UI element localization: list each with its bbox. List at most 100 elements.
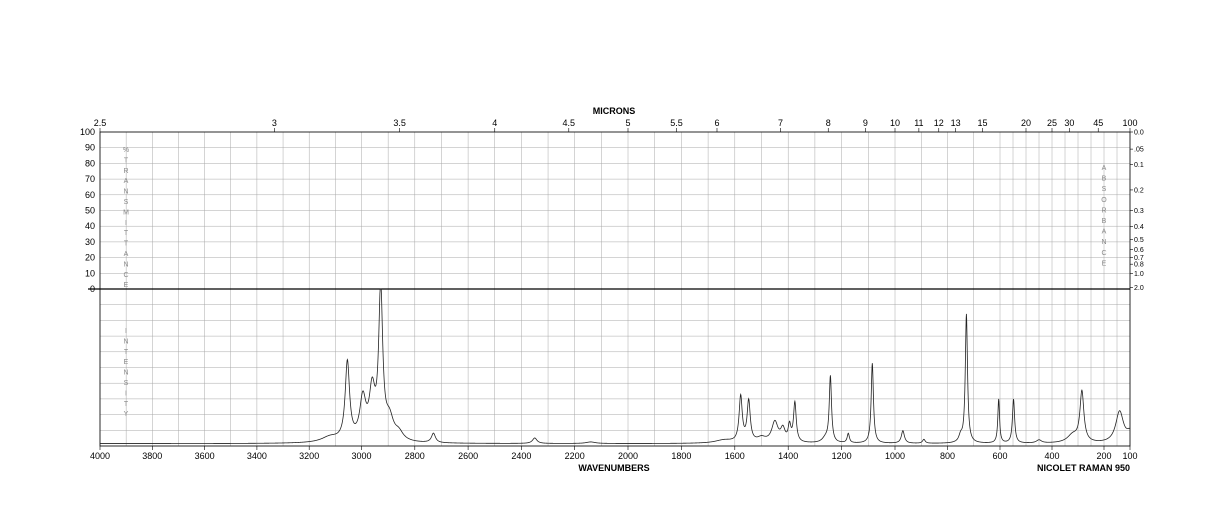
micron-tick-label: 13 [951, 118, 961, 128]
absorbance-side-label: A [1102, 165, 1107, 172]
y-tick-label: 80 [85, 158, 95, 168]
absorbance-side-label: R [1101, 207, 1106, 214]
intensity-side-label: T [124, 349, 129, 356]
absorbance-side-label: O [1101, 197, 1107, 204]
x-tick-label: 800 [940, 451, 955, 461]
x-axis-title: WAVENUMBERS [578, 463, 649, 473]
x-tick-label: 3600 [195, 451, 215, 461]
transmittance-side-label: A [124, 251, 129, 258]
micron-tick-label: 30 [1064, 118, 1074, 128]
micron-tick-label: 8 [826, 118, 831, 128]
absorbance-side-label: E [1102, 260, 1107, 267]
x-tick-label: 400 [1044, 451, 1059, 461]
x-tick-label: 2200 [565, 451, 585, 461]
tick-labels: 4000 3800 3600 3400 3200 3000 2800 2600 2400 2200… [80, 118, 1144, 461]
micron-tick-label: 7 [778, 118, 783, 128]
intensity-side-label: E [124, 359, 129, 366]
intensity-side-label: I [125, 390, 127, 397]
x-tick-label: 200 [1096, 451, 1111, 461]
absorbance-side-label: B [1102, 218, 1107, 225]
transmittance-side-label: A [124, 178, 129, 185]
micron-tick-label: 10 [890, 118, 900, 128]
y-tick-label: 60 [85, 190, 95, 200]
instrument-label: NICOLET RAMAN 950 [1037, 463, 1130, 473]
absorbance-side-label: N [1101, 239, 1106, 246]
micron-tick-label: 4 [492, 118, 497, 128]
transmittance-side-label: S [124, 199, 129, 206]
x-tick-label: 2000 [618, 451, 638, 461]
x-tick-label: 1200 [832, 451, 852, 461]
transmittance-side-label: R [123, 168, 128, 175]
micron-tick-label: 3.5 [393, 118, 406, 128]
y-tick-label: 40 [85, 221, 95, 231]
absorbance-tick-label: 0.1 [1134, 162, 1144, 169]
y-tick-label: 0 [90, 284, 95, 294]
x-tick-label: 1000 [885, 451, 905, 461]
micron-tick-label: 5 [625, 118, 630, 128]
x-tick-label: 4000 [90, 451, 110, 461]
x-tick-label: 2800 [405, 451, 425, 461]
transmittance-side-label: % [123, 147, 129, 154]
x-tick-label: 3800 [142, 451, 162, 461]
micron-tick-label: 25 [1047, 118, 1057, 128]
absorbance-side-label: C [1101, 250, 1106, 257]
y-tick-label: 30 [85, 237, 95, 247]
absorbance-tick-label: 0.7 [1134, 255, 1144, 262]
absorbance-tick-label: 0.4 [1134, 224, 1144, 231]
x-tick-label: 100 [1122, 451, 1137, 461]
intensity-side-label: Y [124, 411, 129, 418]
micron-tick-label: 4.5 [563, 118, 576, 128]
micron-tick-label: 45 [1093, 118, 1103, 128]
micron-tick-label: 100 [1122, 118, 1137, 128]
absorbance-side-label: S [1102, 186, 1107, 193]
y-tick-label: 20 [85, 253, 95, 263]
absorbance-tick-label: 0.6 [1134, 247, 1144, 254]
x-tick-label: 1800 [671, 451, 691, 461]
transmittance-side-label: E [124, 282, 129, 289]
axis-frame [88, 128, 1133, 450]
x-tick-label: 1400 [778, 451, 798, 461]
micron-tick-label: 11 [914, 118, 923, 128]
transmittance-side-label: C [123, 272, 128, 279]
absorbance-tick-label: .05 [1134, 147, 1144, 154]
intensity-side-label: N [123, 338, 128, 345]
absorbance-tick-label: 0.0 [1134, 130, 1144, 137]
y-tick-label: 10 [85, 268, 95, 278]
absorbance-tick-label: 0.5 [1134, 237, 1144, 244]
micron-tick-label: 2.5 [94, 118, 107, 128]
series-line-spectrum [100, 288, 1131, 444]
absorbance-tick-label: 0.3 [1134, 208, 1144, 215]
microns-title: MICRONS [593, 106, 636, 116]
micron-tick-label: 5.5 [670, 118, 683, 128]
intensity-side-label: N [123, 370, 128, 377]
transmittance-side-label: N [123, 261, 128, 268]
intensity-side-label: I [125, 328, 127, 335]
absorbance-tick-label: 1.0 [1134, 271, 1144, 278]
transmittance-side-label: T [124, 230, 129, 237]
intensity-side-label: S [124, 380, 129, 387]
absorbance-tick-label: 0.2 [1134, 187, 1144, 194]
x-tick-label: 2600 [458, 451, 478, 461]
transmittance-side-label: T [124, 241, 129, 248]
transmittance-side-label: I [125, 220, 127, 227]
x-tick-label: 3000 [351, 451, 371, 461]
transmittance-side-label: N [123, 189, 128, 196]
micron-tick-label: 3 [272, 118, 277, 128]
micron-tick-label: 12 [934, 118, 944, 128]
absorbance-side-label: B [1102, 176, 1107, 183]
transmittance-side-label: M [123, 209, 129, 216]
intensity-side-label: T [124, 401, 129, 408]
y-tick-label: 50 [85, 206, 95, 216]
absorbance-side-label: A [1102, 229, 1107, 236]
y-tick-label: 100 [80, 127, 95, 137]
y-tick-label: 70 [85, 174, 95, 184]
micron-tick-label: 15 [977, 118, 987, 128]
absorbance-tick-label: 2.0 [1134, 285, 1144, 292]
absorbance-tick-label: 0.8 [1134, 262, 1144, 269]
x-tick-label: 3200 [299, 451, 319, 461]
micron-tick-label: 6 [714, 118, 719, 128]
x-tick-label: 1600 [725, 451, 745, 461]
transmittance-side-label: T [124, 157, 129, 164]
